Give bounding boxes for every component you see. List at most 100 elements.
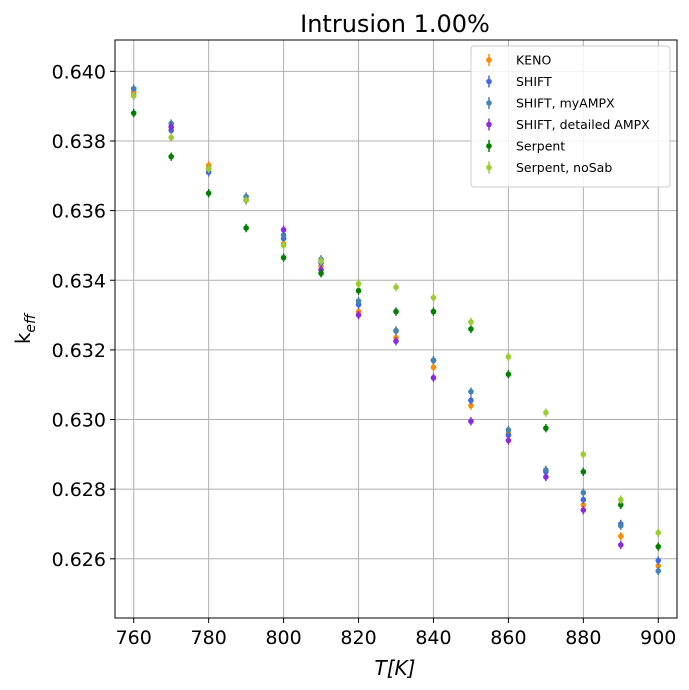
data-point <box>468 319 474 325</box>
legend-item: SHIFT <box>486 74 552 89</box>
y-tick-label: 0.632 <box>52 340 106 362</box>
data-point <box>430 374 437 381</box>
y-tick-label: 0.634 <box>52 270 106 292</box>
data-point <box>580 507 587 513</box>
y-axis-label-base: k <box>11 332 35 344</box>
legend-item: Serpent, noSab <box>486 160 612 175</box>
data-point <box>618 496 624 503</box>
data-point <box>580 451 587 458</box>
data-point <box>543 474 549 480</box>
data-point <box>393 308 399 315</box>
legend-box <box>470 45 671 188</box>
data-point <box>130 92 137 99</box>
legend-item: KENO <box>486 53 551 68</box>
data-point <box>618 542 624 548</box>
data-point <box>355 287 362 294</box>
y-tick-label: 0.626 <box>52 549 106 571</box>
data-point <box>618 533 624 539</box>
legend-label: SHIFT, detailed AMPX <box>516 117 650 132</box>
legend-marker <box>486 78 492 85</box>
data-point <box>655 529 662 536</box>
data-point <box>505 437 512 444</box>
data-point <box>280 254 287 261</box>
legend-marker <box>486 100 492 106</box>
data-point <box>168 124 174 130</box>
x-tick-label: 880 <box>565 627 601 649</box>
legend-label: Serpent <box>516 139 565 154</box>
data-point <box>580 489 587 496</box>
data-point <box>130 110 137 116</box>
data-point <box>168 153 174 160</box>
data-point <box>655 568 662 574</box>
data-point <box>280 232 287 238</box>
data-point <box>468 402 474 409</box>
y-tick-label: 0.628 <box>52 479 106 501</box>
y-tick-label: 0.640 <box>52 61 106 83</box>
data-point <box>505 354 512 360</box>
x-axis-ticks: 760 780 800 820 840 860 880 900 <box>116 618 676 649</box>
data-point <box>168 134 174 141</box>
y-axis-label: keff <box>11 312 39 344</box>
legend-label: SHIFT <box>516 74 552 89</box>
data-point <box>430 364 437 371</box>
data-point <box>393 327 399 334</box>
x-tick-label: 760 <box>116 627 152 649</box>
data-point <box>543 425 549 432</box>
series-serpent-nosab <box>130 91 662 537</box>
x-tick-label: 800 <box>265 627 301 649</box>
data-point <box>543 409 549 416</box>
data-point <box>280 242 287 249</box>
data-point <box>205 166 212 172</box>
data-point <box>130 85 137 92</box>
data-point <box>618 522 624 529</box>
data-point <box>430 308 437 315</box>
data-point <box>468 388 474 395</box>
data-point <box>655 543 662 550</box>
legend-item: Serpent <box>486 139 565 154</box>
data-point <box>318 258 324 264</box>
x-axis-label: T[K] <box>375 656 416 680</box>
data-point <box>280 226 287 233</box>
data-point <box>655 557 662 564</box>
data-point <box>430 357 437 364</box>
data-point <box>468 397 474 404</box>
legend: KENO SHIFT SHIFT, myAMPX SHIFT, detailed AM… <box>470 45 671 188</box>
legend-label: KENO <box>516 53 551 68</box>
x-tick-label: 860 <box>490 627 526 649</box>
data-point <box>355 298 362 304</box>
legend-label: Serpent, noSab <box>516 160 612 175</box>
data-point <box>655 562 662 569</box>
data-point <box>618 502 624 508</box>
data-point <box>205 190 212 197</box>
data-point <box>505 427 512 433</box>
data-point <box>580 502 587 508</box>
legend-item: SHIFT, myAMPX <box>486 96 615 111</box>
data-point <box>430 294 437 301</box>
data-point <box>243 197 249 203</box>
x-tick-label: 900 <box>640 627 676 649</box>
legend-marker <box>486 143 492 149</box>
data-point <box>505 432 512 438</box>
chart-title: Intrusion 1.00% <box>300 10 490 38</box>
y-axis-ticks: 0.626 0.628 0.630 0.632 0.634 0.636 0.638 0.640 <box>52 61 115 571</box>
data-point <box>393 284 399 291</box>
data-point <box>468 418 474 425</box>
data-point <box>318 270 324 277</box>
y-axis-label-subscript: eff <box>23 312 39 333</box>
y-tick-label: 0.638 <box>52 131 106 153</box>
legend-marker <box>486 57 492 63</box>
data-point <box>355 312 362 318</box>
data-point <box>355 280 362 287</box>
data-series <box>130 84 662 576</box>
x-tick-label: 840 <box>415 627 451 649</box>
y-tick-label: 0.636 <box>52 201 106 223</box>
x-tick-label: 820 <box>340 627 376 649</box>
data-point <box>468 326 474 332</box>
x-tick-label: 780 <box>191 627 227 649</box>
data-point <box>580 496 587 503</box>
legend-item: SHIFT, detailed AMPX <box>486 117 650 132</box>
legend-marker <box>486 121 492 128</box>
data-point <box>543 467 549 473</box>
legend-label: SHIFT, myAMPX <box>516 96 615 111</box>
